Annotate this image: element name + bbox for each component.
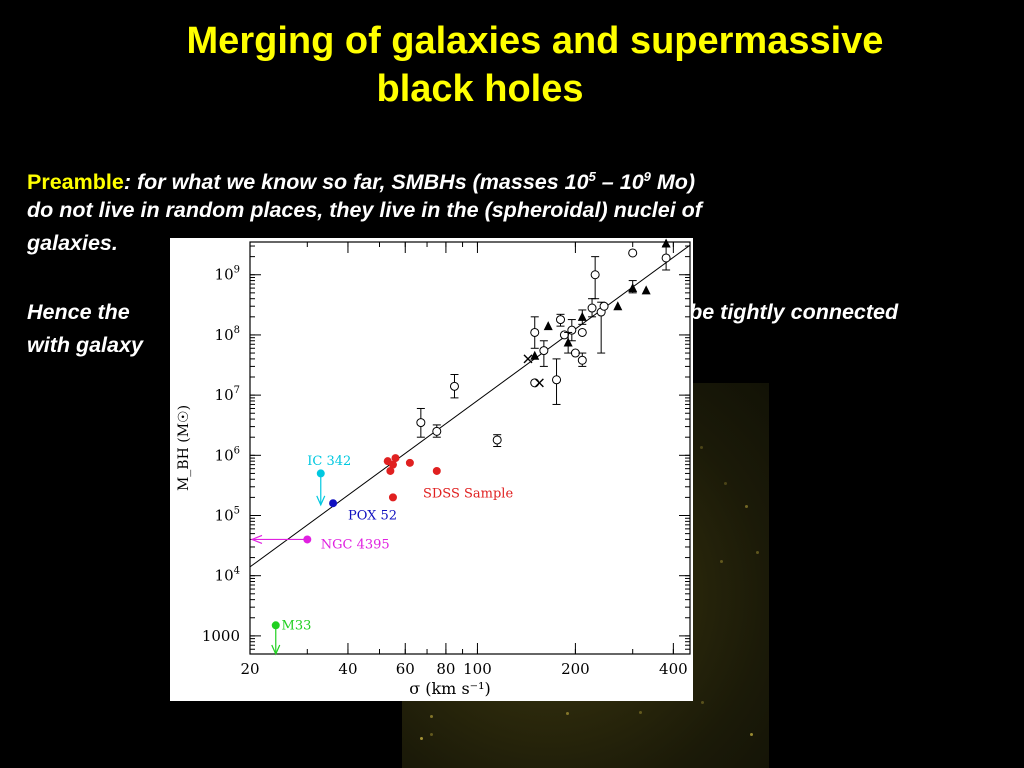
msigma-chart: M_BH (M☉) σ (km s⁻¹) 20 40 60 80 100 200 400 10…: [176, 238, 691, 698]
x-axis-label: σ (km s⁻¹): [409, 679, 491, 698]
data-point-filled: [388, 493, 397, 502]
data-point-open-circle: [599, 301, 609, 311]
data-point-filled: [329, 499, 338, 508]
data-point-open-circle: [570, 348, 580, 358]
data-point-open-circle: [530, 327, 540, 337]
preamble-line-1: Preamble: for what we know so far, SMBHs…: [27, 160, 1017, 199]
limit-arrow-head: [271, 644, 281, 656]
data-point-open-circle: [628, 248, 638, 258]
x-tick-label: 20: [240, 660, 259, 678]
title-line-2: black holes: [376, 67, 584, 110]
data-point-open-circle: [416, 418, 426, 428]
preamble-text-c: Mo): [650, 170, 696, 195]
data-point-cross: [534, 378, 544, 388]
preamble-line-3: galaxies.: [27, 231, 118, 255]
data-point-filled: [405, 458, 414, 467]
x-tick-label: 400: [659, 660, 688, 678]
star-speck: [756, 551, 759, 554]
data-point-open-circle: [556, 315, 566, 325]
data-point-filled: [391, 454, 400, 463]
data-point-open-circle: [552, 375, 562, 385]
y-tick-label: 1000: [202, 627, 240, 645]
preamble-text-a: : for what we know so far, SMBHs (masses…: [123, 170, 589, 195]
slide-title: Merging of galaxies and supermassive bla…: [0, 18, 1024, 113]
data-point-triangle: [661, 238, 671, 248]
data-point-open-circle: [661, 253, 671, 263]
x-tick-label: 200: [561, 660, 590, 678]
star-speck: [745, 505, 748, 508]
star-speck: [430, 733, 433, 736]
y-tick-label: 107: [215, 385, 240, 404]
data-point-cross: [523, 354, 533, 364]
data-point-filled: [388, 460, 397, 469]
x-tick-label: 40: [338, 660, 357, 678]
y-tick-label: 108: [215, 325, 240, 344]
data-point-filled: [271, 621, 280, 630]
hence-line-1-right: st be tightly connected: [664, 300, 899, 324]
x-tick-label: 60: [396, 660, 415, 678]
data-point-open-circle: [587, 303, 597, 313]
data-point-triangle: [641, 285, 651, 295]
chart-panel: M_BH (M☉) σ (km s⁻¹) 20 40 60 80 100 200 400 10…: [170, 238, 693, 701]
data-point-triangle: [563, 337, 573, 347]
preamble-line-2: do not live in random places, they live …: [27, 198, 702, 222]
data-point-triangle: [577, 311, 587, 321]
data-point-open-circle: [449, 381, 459, 391]
data-point-filled: [316, 469, 325, 478]
preamble-exp-1: 5: [588, 169, 596, 184]
limit-arrow-head: [250, 534, 263, 545]
star-speck: [750, 733, 753, 736]
star-speck: [639, 711, 642, 714]
data-point-open-circle: [492, 435, 502, 445]
data-point-triangle: [628, 283, 638, 293]
data-point-filled: [303, 535, 312, 544]
data-point-open-circle: [539, 346, 549, 356]
data-point-triangle: [543, 321, 553, 331]
annotation-m33: M33: [282, 618, 312, 633]
fit-line: [249, 244, 691, 568]
annotation-ic-342: IC 342: [307, 454, 351, 469]
star-speck: [720, 560, 723, 563]
x-tick-label: 100: [463, 660, 492, 678]
star-speck: [724, 482, 727, 485]
annotation-ngc-4395: NGC 4395: [321, 537, 390, 552]
star-speck: [430, 715, 433, 718]
hence-line-1-left: Hence the: [27, 300, 130, 324]
y-tick-label: 109: [215, 265, 240, 284]
y-tick-label: 105: [215, 506, 240, 525]
data-point-open-circle: [577, 355, 587, 365]
preamble-label: Preamble: [27, 170, 124, 195]
star-speck: [700, 446, 703, 449]
data-point-triangle: [613, 301, 623, 311]
data-point-triangle: [530, 350, 540, 360]
data-point-open-circle: [567, 325, 577, 335]
data-point-open-circle: [577, 327, 587, 337]
preamble-text-b: – 10: [595, 170, 644, 195]
x-tick-label: 80: [436, 660, 455, 678]
y-tick-label: 104: [215, 566, 240, 585]
annotation-sdss-sample: SDSS Sample: [423, 487, 514, 502]
title-line-1: Merging of galaxies and supermassive: [186, 20, 884, 62]
data-point-filled: [432, 466, 441, 475]
y-tick-label: 106: [215, 445, 240, 464]
star-speck: [420, 737, 423, 740]
data-point-filled: [386, 466, 395, 475]
y-axis-label: M_BH (M☉): [176, 405, 192, 491]
data-point-open-circle: [432, 426, 442, 436]
data-point-open-circle: [590, 270, 600, 280]
preamble-exp-2: 9: [643, 169, 651, 184]
annotation-pox-52: POX 52: [348, 509, 397, 524]
plot-frame: [249, 241, 691, 655]
limit-arrow-head: [316, 495, 326, 507]
hence-line-2: with galaxy: [27, 333, 143, 357]
star-speck: [701, 701, 704, 704]
star-speck: [566, 712, 569, 715]
y-axis-label-text: M_BH (M☉): [176, 405, 192, 491]
